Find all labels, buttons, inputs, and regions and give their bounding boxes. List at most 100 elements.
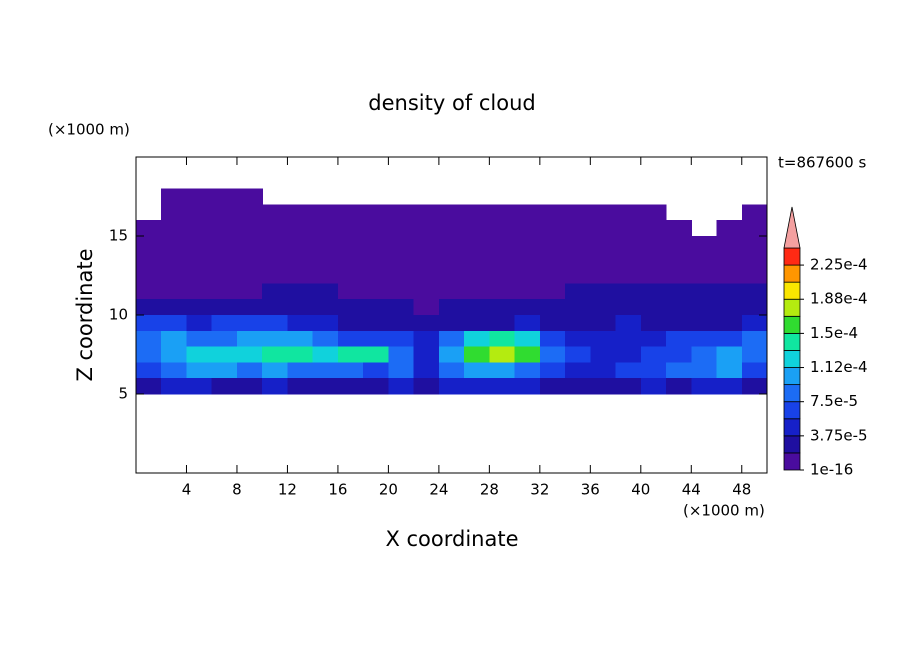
x-tick-label: 32 xyxy=(530,481,549,499)
field-cell xyxy=(363,267,389,284)
field-cell xyxy=(161,236,188,253)
field-cell xyxy=(489,283,516,300)
field-cell xyxy=(312,220,339,237)
field-cell xyxy=(363,236,389,253)
field-cell xyxy=(539,267,566,284)
field-cell xyxy=(236,188,263,205)
field-cell xyxy=(262,236,289,253)
field-cell xyxy=(539,204,566,221)
field-cell xyxy=(413,299,440,316)
field-cell xyxy=(312,251,339,269)
field-cell xyxy=(337,283,364,300)
field-cell xyxy=(666,378,692,395)
field-cell xyxy=(691,362,718,379)
field-cell xyxy=(464,330,490,348)
field-cell xyxy=(388,204,415,221)
colorbar-label: 3.75e-5 xyxy=(810,426,868,444)
field-cell xyxy=(691,378,718,395)
field-cell xyxy=(716,251,743,269)
field-cell xyxy=(691,251,718,269)
field-cell xyxy=(363,204,389,221)
field-cell xyxy=(161,315,188,332)
field-cell xyxy=(640,204,667,221)
field-cell xyxy=(741,220,768,237)
field-cell xyxy=(236,299,263,316)
field-cell xyxy=(615,315,642,332)
field-cell xyxy=(287,236,314,253)
field-cell xyxy=(287,362,314,379)
field-cell xyxy=(312,283,339,300)
field-cell xyxy=(438,204,465,221)
field-cell xyxy=(464,267,490,284)
field-cell xyxy=(236,220,263,237)
field-cell xyxy=(136,283,162,300)
field-cell xyxy=(514,220,541,237)
field-cell xyxy=(640,267,667,284)
field-cell xyxy=(666,220,692,237)
field xyxy=(136,188,768,395)
field-cell xyxy=(236,315,263,332)
field-cell xyxy=(741,346,768,363)
field-cell xyxy=(615,267,642,284)
field-cell xyxy=(161,204,188,221)
colorbar-band xyxy=(783,367,801,386)
field-cell xyxy=(186,299,213,316)
field-cell xyxy=(337,315,364,332)
field-cell xyxy=(565,378,591,395)
field-cell xyxy=(236,283,263,300)
field-cell xyxy=(136,299,162,316)
field-cell xyxy=(590,220,617,237)
field-cell xyxy=(236,267,263,284)
field-cell xyxy=(615,330,642,348)
field-cell xyxy=(388,267,415,284)
field-cell xyxy=(489,251,516,269)
field-cell xyxy=(615,378,642,395)
field-cell xyxy=(211,346,238,363)
field-cell xyxy=(565,315,591,332)
field-cell xyxy=(211,362,238,379)
field-cell xyxy=(716,315,743,332)
field-cell xyxy=(489,378,516,395)
field-cell xyxy=(262,283,289,300)
field-cell xyxy=(312,346,339,363)
field-cell xyxy=(489,346,516,363)
field-cell xyxy=(741,330,768,348)
field-cell xyxy=(539,378,566,395)
field-cell xyxy=(666,251,692,269)
field-cell xyxy=(388,283,415,300)
colorbar-label: 1.5e-4 xyxy=(810,324,858,342)
colorbar-label: 7.5e-5 xyxy=(810,392,858,410)
field-cell xyxy=(236,362,263,379)
field-cell xyxy=(716,299,743,316)
field-cell xyxy=(186,315,213,332)
field-cell xyxy=(438,251,465,269)
field-cell xyxy=(186,267,213,284)
field-cell xyxy=(590,346,617,363)
field-cell xyxy=(363,362,389,379)
field-cell xyxy=(590,378,617,395)
field-cell xyxy=(716,283,743,300)
field-cell xyxy=(287,346,314,363)
field-cell xyxy=(312,204,339,221)
field-cell xyxy=(287,251,314,269)
field-cell xyxy=(590,204,617,221)
field-cell xyxy=(565,267,591,284)
field-cell xyxy=(615,204,642,221)
field-cell xyxy=(565,251,591,269)
field-cell xyxy=(666,362,692,379)
x-tick-label: 40 xyxy=(631,481,650,499)
field-cell xyxy=(716,362,743,379)
field-cell xyxy=(565,236,591,253)
field-cell xyxy=(413,315,440,332)
field-cell xyxy=(337,267,364,284)
field-cell xyxy=(615,346,642,363)
field-cell xyxy=(262,251,289,269)
field-cell xyxy=(262,346,289,363)
field-cell xyxy=(489,220,516,237)
field-cell xyxy=(337,346,364,363)
field-cell xyxy=(388,220,415,237)
field-cell xyxy=(590,267,617,284)
field-cell xyxy=(565,220,591,237)
field-cell xyxy=(640,236,667,253)
field-cell xyxy=(136,378,162,395)
